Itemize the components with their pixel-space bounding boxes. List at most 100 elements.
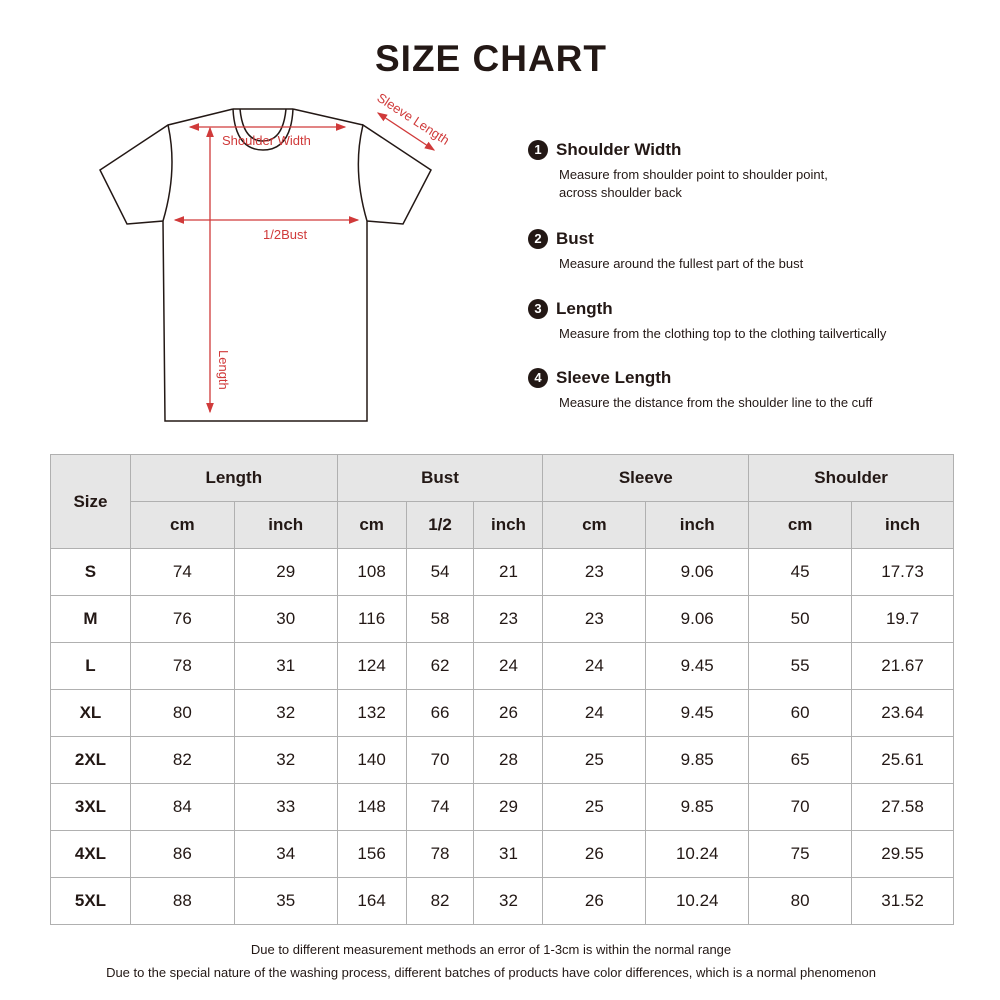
subheader-1-2: 1/2 [405,501,475,549]
value-cell: 23 [542,548,647,596]
value-cell: 23.64 [851,689,954,737]
note-color-difference: Due to the special nature of the washing… [106,965,876,980]
value-cell: 70 [405,736,475,784]
value-cell: 34 [233,830,338,878]
value-cell: 24 [473,642,544,690]
value-cell: 32 [473,877,544,925]
definition-title: Shoulder Width [556,140,682,159]
definition-length: 3 Length Measure from the clothing top to … [528,299,939,343]
tshirt-outline [99,108,432,422]
value-cell: 23 [542,595,647,643]
note-measurement-error: Due to different measurement methods an … [250,942,732,957]
subheader-inch: inch [645,501,750,549]
value-cell: 9.45 [645,689,750,737]
subheader-inch: inch [851,501,954,549]
value-cell: 21.67 [851,642,954,690]
value-cell: 9.06 [645,548,750,596]
value-cell: 75 [748,830,853,878]
subheader-inch: inch [233,501,338,549]
value-cell: 10.24 [645,830,750,878]
definition-title: Length [556,299,613,318]
header-shoulder: Shoulder [748,454,954,502]
value-cell: 23 [473,595,544,643]
number-badge: 4 [528,368,548,388]
tshirt-diagram: Shoulder Width 1/2Bust Length Sleeve Len… [99,90,452,422]
definition-desc: Measure from shoulder point to shoulder … [559,167,828,200]
size-cell: XL [50,689,131,737]
table-row: L 78 31 124 62 24 24 9.45 55 21.67 [50,642,954,690]
value-cell: 24 [542,642,647,690]
header-sleeve: Sleeve [542,454,750,502]
value-cell: 31 [473,830,544,878]
number-badge: 3 [528,299,548,319]
value-cell: 28 [473,736,544,784]
value-cell: 33 [233,783,338,831]
value-cell: 10.24 [645,877,750,925]
value-cell: 108 [336,548,407,596]
value-cell: 45 [748,548,853,596]
value-cell: 140 [336,736,407,784]
value-cell: 25 [542,783,647,831]
value-cell: 29 [233,548,338,596]
value-cell: 124 [336,642,407,690]
value-cell: 9.85 [645,783,750,831]
value-cell: 66 [405,689,475,737]
value-cell: 26 [542,830,647,878]
size-cell: S [50,548,131,596]
value-cell: 9.06 [645,595,750,643]
number-badge: 2 [528,229,548,249]
definition-title: Bust [556,229,594,248]
value-cell: 27.58 [851,783,954,831]
value-cell: 84 [129,783,235,831]
definition-shoulder-width: 1 Shoulder Width Measure from shoulder poi… [528,140,859,202]
table-row: M 76 30 116 58 23 23 9.06 50 19.7 [50,595,954,643]
table-row: 5XL 88 35 164 82 32 26 10.24 80 31.52 [50,877,954,925]
value-cell: 156 [336,830,407,878]
sleeve-length-arrow [376,112,436,151]
value-cell: 25.61 [851,736,954,784]
value-cell: 60 [748,689,853,737]
value-cell: 24 [542,689,647,737]
value-cell: 148 [336,783,407,831]
size-cell: 5XL [50,877,131,925]
header-length: Length [129,454,338,502]
header-bust: Bust [336,454,544,502]
value-cell: 30 [233,595,338,643]
value-cell: 82 [129,736,235,784]
label-length: Length [216,350,231,390]
subheader-cm: cm [748,501,853,549]
value-cell: 88 [129,877,235,925]
value-cell: 35 [233,877,338,925]
value-cell: 86 [129,830,235,878]
subheader-cm: cm [542,501,647,549]
definition-desc: Measure the distance from the shoulder l… [559,395,873,410]
definition-sleeve-length: 4 Sleeve Length Measure the distance from … [528,368,939,412]
label-shoulder-width: Shoulder Width [222,133,311,148]
definition-desc: Measure from the clothing top to the clo… [559,326,887,341]
size-table: Size Length Bust Sleeve Shoulder cm inch c… [50,454,954,925]
value-cell: 9.45 [645,642,750,690]
value-cell: 31 [233,642,338,690]
value-cell: 26 [473,689,544,737]
table-row: 3XL 84 33 148 74 29 25 9.85 70 27.58 [50,783,954,831]
subheader-inch: inch [473,501,544,549]
number-badge: 1 [528,140,548,160]
label-bust: 1/2Bust [263,227,307,242]
definition-bust: 2 Bust Measure around the fullest part of … [528,229,939,273]
definition-desc: Measure around the fullest part of the b… [559,256,804,271]
value-cell: 82 [405,877,475,925]
table-row: S 74 29 108 54 21 23 9.06 45 17.73 [50,548,954,596]
value-cell: 58 [405,595,475,643]
value-cell: 29 [473,783,544,831]
value-cell: 50 [748,595,853,643]
value-cell: 132 [336,689,407,737]
value-cell: 55 [748,642,853,690]
value-cell: 74 [405,783,475,831]
page-title: SIZE CHART [375,38,607,79]
value-cell: 31.52 [851,877,954,925]
table-row: XL 80 32 132 66 26 24 9.45 60 23.64 [50,689,954,737]
value-cell: 78 [405,830,475,878]
value-cell: 80 [129,689,235,737]
value-cell: 80 [748,877,853,925]
